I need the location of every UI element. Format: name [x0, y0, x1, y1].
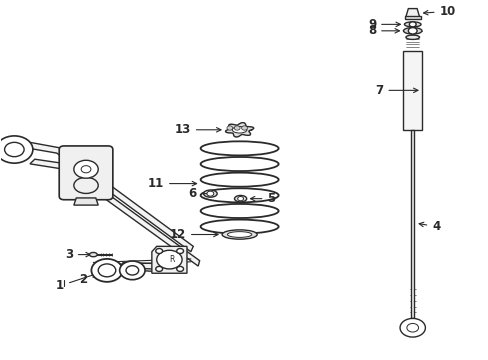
Circle shape [98, 264, 116, 277]
Circle shape [206, 191, 213, 196]
Circle shape [176, 248, 183, 253]
Circle shape [91, 259, 122, 282]
Ellipse shape [227, 231, 251, 237]
Bar [404, 17, 420, 19]
Circle shape [226, 126, 232, 130]
Circle shape [74, 160, 98, 178]
Polygon shape [74, 198, 98, 205]
Polygon shape [152, 246, 186, 273]
Polygon shape [96, 262, 154, 271]
Text: 13: 13 [174, 123, 221, 136]
Text: R: R [169, 255, 175, 264]
Text: 10: 10 [423, 5, 455, 18]
Text: 3: 3 [64, 248, 90, 261]
Polygon shape [122, 262, 183, 270]
Circle shape [0, 136, 33, 163]
Text: 5: 5 [250, 192, 275, 205]
Polygon shape [30, 159, 199, 266]
Circle shape [120, 261, 145, 280]
Text: 4: 4 [418, 220, 440, 233]
Bar [410, 130, 414, 318]
Ellipse shape [74, 177, 98, 193]
Circle shape [4, 142, 24, 157]
Circle shape [408, 22, 415, 27]
Ellipse shape [404, 22, 420, 27]
Text: 9: 9 [367, 18, 400, 31]
Text: 7: 7 [375, 84, 417, 97]
Circle shape [406, 323, 418, 332]
Ellipse shape [234, 195, 246, 202]
Ellipse shape [403, 28, 421, 34]
Circle shape [237, 197, 243, 201]
Ellipse shape [232, 127, 246, 133]
Text: 6: 6 [188, 187, 213, 200]
Text: 8: 8 [367, 24, 399, 37]
Text: 12: 12 [169, 228, 218, 241]
Bar [403, 51, 421, 130]
FancyBboxPatch shape [59, 146, 113, 200]
Text: 1: 1 [56, 271, 103, 292]
Text: 11: 11 [147, 177, 196, 190]
Circle shape [241, 126, 247, 130]
Ellipse shape [405, 35, 419, 40]
Circle shape [176, 266, 183, 271]
Ellipse shape [203, 190, 217, 197]
Circle shape [157, 250, 182, 269]
Ellipse shape [89, 252, 97, 257]
Circle shape [156, 248, 162, 253]
Circle shape [81, 166, 91, 173]
Circle shape [407, 28, 416, 34]
Text: 2: 2 [79, 270, 120, 286]
Circle shape [399, 319, 425, 337]
Circle shape [156, 266, 162, 271]
Polygon shape [225, 123, 253, 137]
Circle shape [234, 126, 240, 130]
Polygon shape [15, 140, 193, 252]
Circle shape [126, 266, 139, 275]
Ellipse shape [222, 230, 257, 239]
Polygon shape [405, 9, 419, 17]
